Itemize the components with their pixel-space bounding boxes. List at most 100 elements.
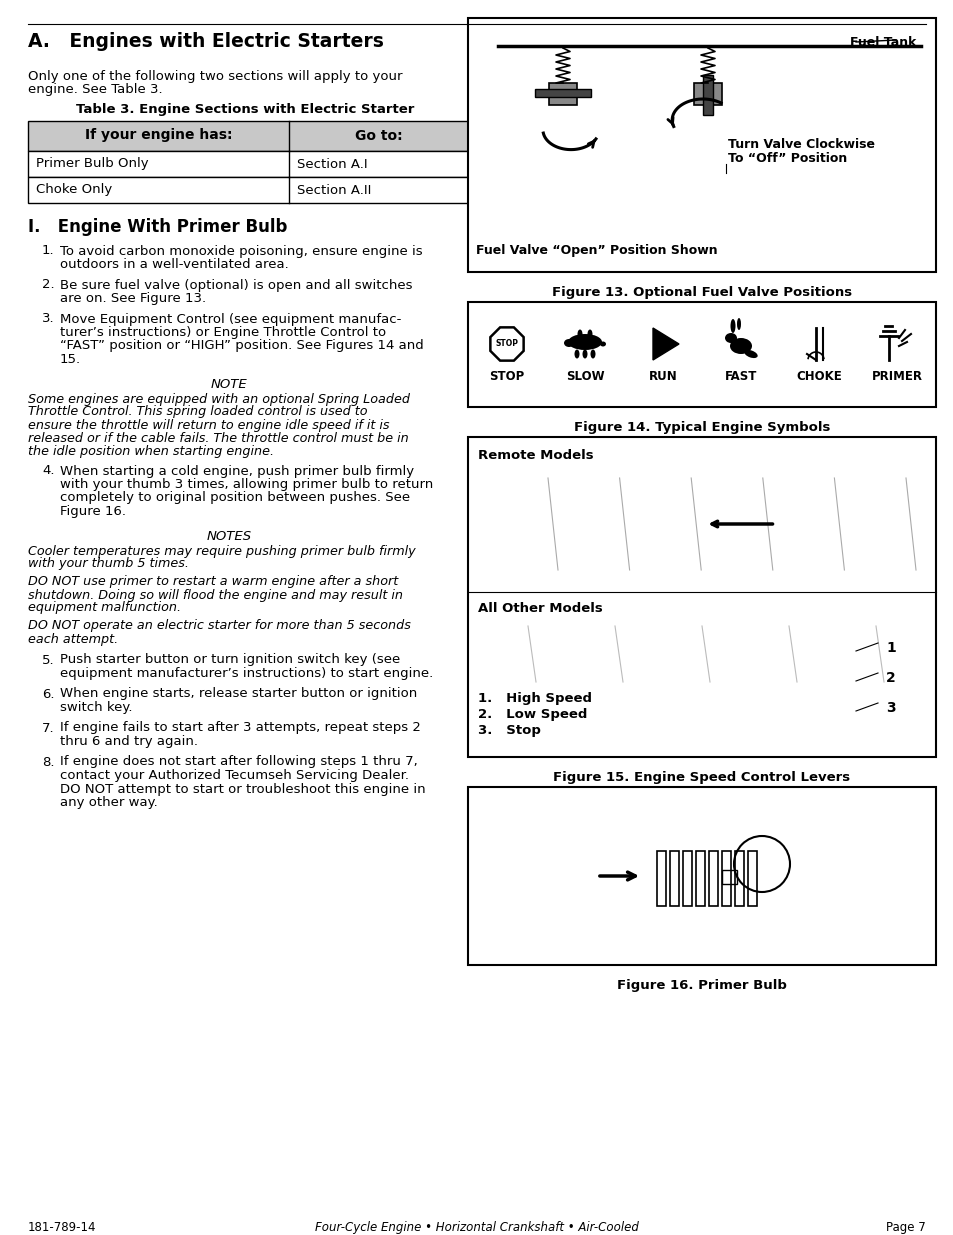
Text: engine. See Table 3.: engine. See Table 3. [28,84,162,96]
Bar [734,851,743,906]
Text: Push starter button or turn ignition switch key (see: Push starter button or turn ignition swi… [60,653,400,667]
Text: with your thumb 5 times.: with your thumb 5 times. [28,557,189,571]
Bar [468,787,935,965]
Bar [721,851,730,906]
Text: with your thumb 3 times, allowing primer bulb to return: with your thumb 3 times, allowing primer… [60,478,433,492]
Text: To avoid carbon monoxide poisoning, ensure engine is: To avoid carbon monoxide poisoning, ensu… [60,245,422,258]
Ellipse shape [574,350,578,358]
Text: Primer Bulb Only: Primer Bulb Only [36,158,149,170]
Text: DO NOT operate an electric starter for more than 5 seconds: DO NOT operate an electric starter for m… [28,620,411,632]
Text: Figure 16.: Figure 16. [60,505,126,517]
Ellipse shape [599,342,605,347]
Text: released or if the cable fails. The throttle control must be in: released or if the cable fails. The thro… [28,431,408,445]
Bar [548,83,577,105]
Text: If engine fails to start after 3 attempts, repeat steps 2: If engine fails to start after 3 attempt… [60,721,420,735]
Polygon shape [652,329,679,359]
Text: ensure the throttle will return to engine idle speed if it is: ensure the throttle will return to engin… [28,419,389,431]
Text: each attempt.: each attempt. [28,632,118,646]
Bar [702,75,712,115]
Text: NOTE: NOTE [211,378,247,390]
Bar [468,437,935,757]
Text: 3: 3 [885,701,895,715]
Text: Section A.II: Section A.II [296,184,371,196]
Bar [28,121,468,151]
Text: When engine starts, release starter button or ignition: When engine starts, release starter butt… [60,688,416,700]
Ellipse shape [563,338,574,347]
Text: Cooler temperatures may require pushing primer bulb firmly: Cooler temperatures may require pushing … [28,545,416,557]
Bar [696,851,704,906]
Text: Figure 13. Optional Fuel Valve Positions: Figure 13. Optional Fuel Valve Positions [552,287,851,299]
Text: Only one of the following two sections will apply to your: Only one of the following two sections w… [28,70,402,83]
Bar [693,83,721,105]
Text: switch key.: switch key. [60,701,132,714]
Text: “FAST” position or “HIGH” position. See Figures 14 and: “FAST” position or “HIGH” position. See … [60,340,423,352]
Text: outdoors in a well-ventilated area.: outdoors in a well-ventilated area. [60,258,289,270]
Text: shutdown. Doing so will flood the engine and may result in: shutdown. Doing so will flood the engine… [28,589,402,601]
Text: 2.   Low Speed: 2. Low Speed [477,708,587,721]
Text: 5.: 5. [42,653,54,667]
Text: Section A.I: Section A.I [296,158,367,170]
Text: To “Off” Position: To “Off” Position [727,152,846,165]
Bar [468,303,935,408]
Text: I.   Engine With Primer Bulb: I. Engine With Primer Bulb [28,219,287,236]
Ellipse shape [737,317,740,330]
Text: Some engines are equipped with an optional Spring Loaded: Some engines are equipped with an option… [28,393,410,405]
Text: If your engine has:: If your engine has: [85,128,232,142]
Text: 3.   Stop: 3. Stop [477,724,540,737]
Text: Figure 14. Typical Engine Symbols: Figure 14. Typical Engine Symbols [573,421,829,433]
Text: equipment manufacturer’s instructions) to start engine.: equipment manufacturer’s instructions) t… [60,667,433,680]
Text: 2: 2 [885,671,895,685]
Text: 7.: 7. [42,721,54,735]
Text: A.   Engines with Electric Starters: A. Engines with Electric Starters [28,32,383,51]
Text: DO NOT attempt to start or troubleshoot this engine in: DO NOT attempt to start or troubleshoot … [60,783,425,795]
Text: 1.   High Speed: 1. High Speed [477,692,592,705]
Polygon shape [490,327,523,361]
Text: contact your Authorized Tecumseh Servicing Dealer.: contact your Authorized Tecumseh Servici… [60,769,409,782]
Text: Be sure fuel valve (optional) is open and all switches: Be sure fuel valve (optional) is open an… [60,279,412,291]
Ellipse shape [582,350,587,358]
Bar [682,851,691,906]
Text: 1.: 1. [42,245,54,258]
Text: Choke Only: Choke Only [36,184,112,196]
Text: NOTES: NOTES [206,530,252,542]
Text: CHOKE: CHOKE [796,370,841,383]
Bar [28,177,468,203]
Bar [747,851,757,906]
Bar [28,151,468,177]
Text: Remote Models: Remote Models [477,450,593,462]
Text: equipment malfunction.: equipment malfunction. [28,601,181,615]
Text: Turn Valve Clockwise: Turn Valve Clockwise [727,138,874,151]
Ellipse shape [577,330,582,338]
Text: PRIMER: PRIMER [871,370,922,383]
Bar [535,89,590,98]
Text: the idle position when starting engine.: the idle position when starting engine. [28,445,274,457]
Text: Fuel Tank: Fuel Tank [849,36,915,49]
Text: thru 6 and try again.: thru 6 and try again. [60,735,198,748]
Bar [657,851,665,906]
Text: If engine does not start after following steps 1 thru 7,: If engine does not start after following… [60,756,417,768]
Text: Go to:: Go to: [355,128,402,142]
Bar [669,851,679,906]
Text: Throttle Control. This spring loaded control is used to: Throttle Control. This spring loaded con… [28,405,367,419]
Text: Figure 16. Primer Bulb: Figure 16. Primer Bulb [617,979,786,992]
Bar [708,851,718,906]
Text: 15.: 15. [60,353,81,366]
Text: any other way.: any other way. [60,797,157,809]
Text: 1: 1 [885,641,895,655]
Text: 181-789-14: 181-789-14 [28,1221,96,1234]
Text: Table 3. Engine Sections with Electric Starter: Table 3. Engine Sections with Electric S… [75,104,414,116]
Text: When starting a cold engine, push primer bulb firmly: When starting a cold engine, push primer… [60,464,414,478]
Text: Four-Cycle Engine • Horizontal Crankshaft • Air-Cooled: Four-Cycle Engine • Horizontal Crankshaf… [314,1221,639,1234]
Text: DO NOT use primer to restart a warm engine after a short: DO NOT use primer to restart a warm engi… [28,576,397,589]
Text: Figure 15. Engine Speed Control Levers: Figure 15. Engine Speed Control Levers [553,771,850,784]
Text: 6.: 6. [42,688,54,700]
Ellipse shape [730,319,735,333]
Text: 3.: 3. [42,312,54,326]
Ellipse shape [587,330,592,338]
Ellipse shape [729,338,751,354]
Text: Page 7: Page 7 [885,1221,925,1234]
Text: STOP: STOP [495,340,518,348]
Bar [721,869,737,884]
Ellipse shape [590,350,595,358]
Text: 4.: 4. [42,464,54,478]
